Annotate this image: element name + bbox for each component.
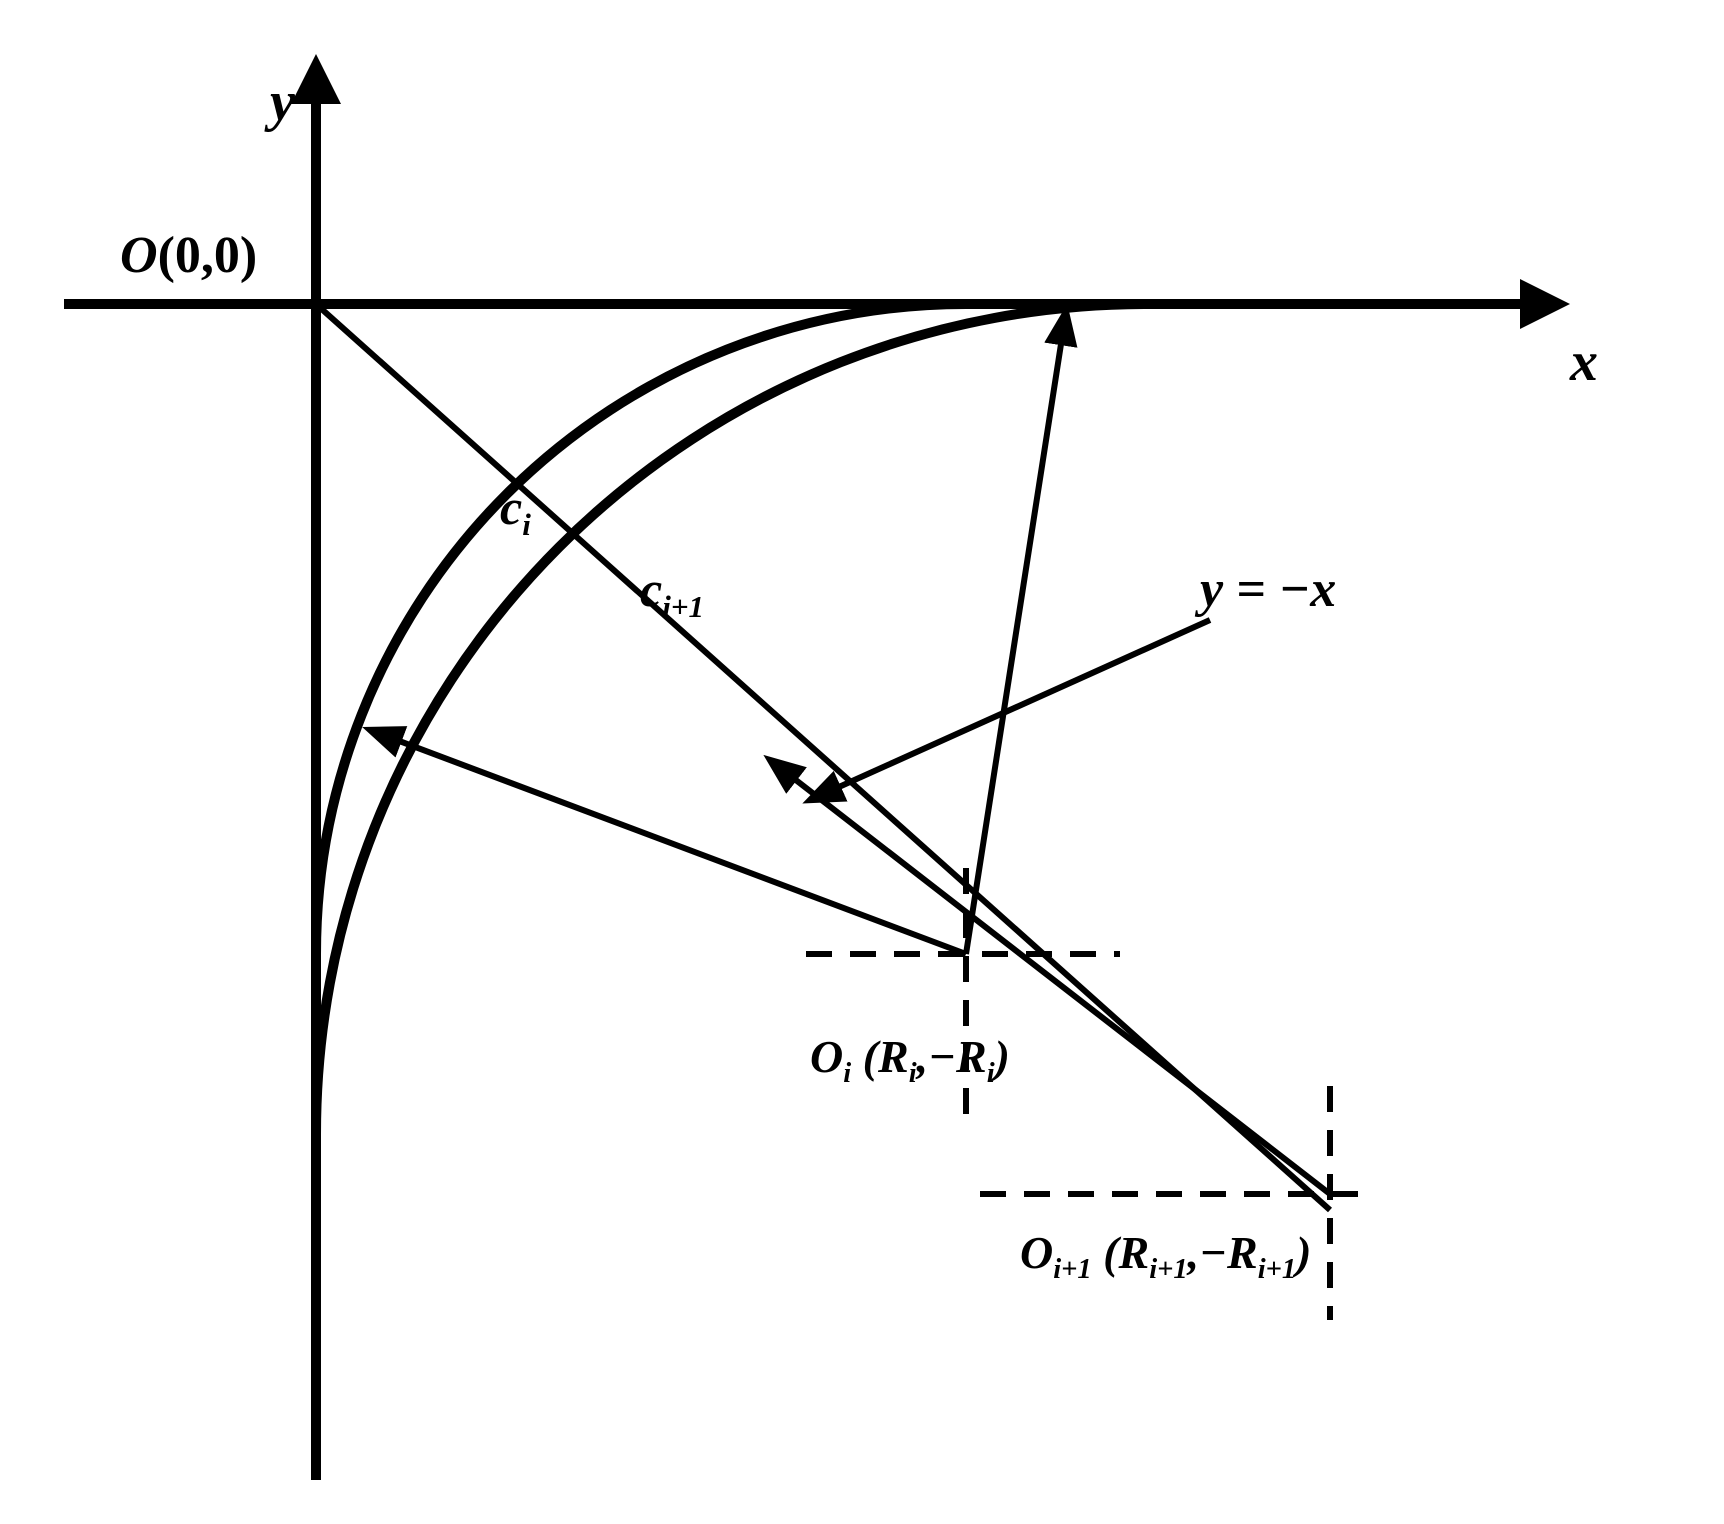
Oip1-base: O — [1020, 1227, 1053, 1278]
radius-Oip1-mid — [770, 760, 1330, 1194]
arc-cip1 — [316, 304, 1146, 1134]
center-Oi-label: Oi (Ri,−Ri) — [810, 1030, 1010, 1090]
origin-coords: (0,0) — [158, 227, 258, 284]
curve-ci-base: c — [500, 479, 522, 535]
Oi-arg1-sub: i — [909, 1058, 917, 1089]
arc-ci — [316, 304, 966, 954]
center-Oip1-label: Oi+1 (Ri+1,−Ri+1) — [1020, 1226, 1311, 1286]
y-axis-label: y — [270, 70, 295, 134]
Oi-sub: i — [843, 1058, 851, 1089]
geometry-diagram — [0, 0, 1724, 1524]
Oip1-arg1-base: R — [1119, 1227, 1150, 1278]
Oi-base: O — [810, 1031, 843, 1082]
curve-ci-sub: i — [522, 507, 531, 542]
curve-cip1-label: ci+1 — [640, 560, 704, 625]
arcs-layer — [316, 304, 1146, 1134]
Oip1-sub: i+1 — [1053, 1254, 1091, 1285]
Oip1-arg2-base: R — [1227, 1227, 1258, 1278]
curve-cip1-base: c — [640, 561, 662, 617]
curve-ci-label: ci — [500, 478, 531, 543]
Oi-arg1-base: R — [878, 1031, 909, 1082]
origin-symbol: O — [120, 227, 158, 284]
radius-Oi-upright — [966, 312, 1066, 954]
x-axis-label: x — [1570, 330, 1598, 394]
Oi-arg2-sub: i — [987, 1058, 995, 1089]
Oip1-arg1-sub: i+1 — [1149, 1254, 1187, 1285]
origin-label: O(0,0) — [120, 226, 257, 285]
Oip1-arg2-sub: i+1 — [1258, 1254, 1296, 1285]
axes-layer — [64, 64, 1560, 1480]
pointer-to-diagonal — [810, 620, 1210, 800]
curve-cip1-sub: i+1 — [662, 589, 704, 624]
line-equation-label: y = −x — [1200, 560, 1336, 619]
Oi-arg2-base: R — [956, 1031, 987, 1082]
